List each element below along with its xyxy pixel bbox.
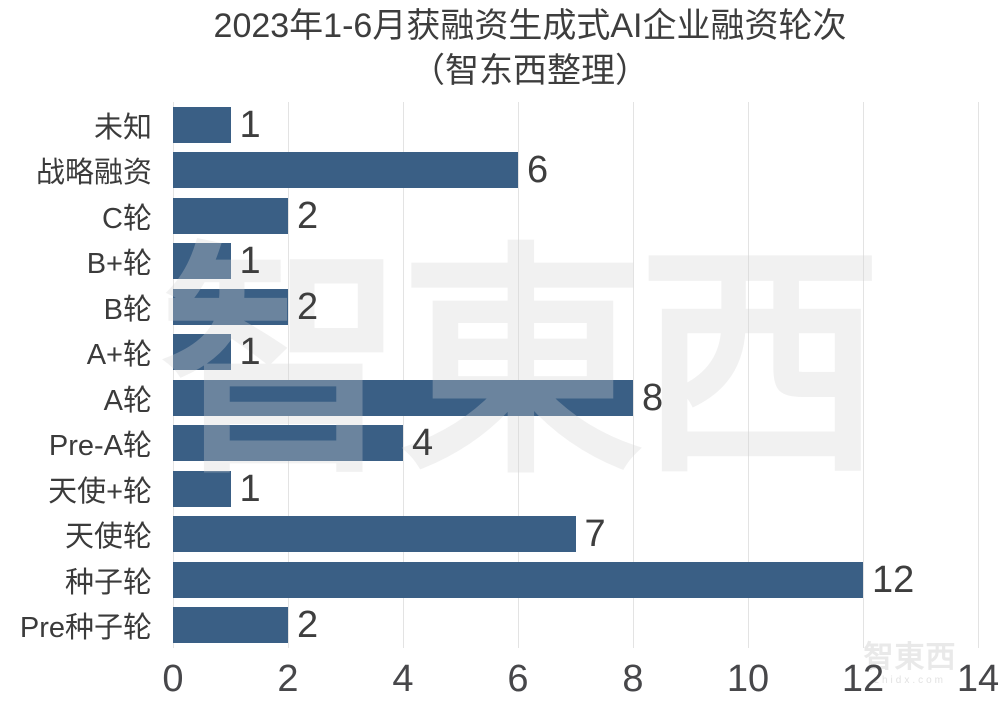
bar xyxy=(173,243,231,280)
bar-row: 1 xyxy=(173,102,978,148)
bar-value-label: 2 xyxy=(297,604,319,647)
bar xyxy=(173,152,518,189)
bar-value-label: 2 xyxy=(297,285,319,328)
category-label: 天使+轮 xyxy=(48,475,152,508)
bar-value-label: 1 xyxy=(239,331,261,374)
bar-row: 7 xyxy=(173,512,978,558)
chart-title: 2023年1-6月获融资生成式AI企业融资轮次 （智东西整理） xyxy=(0,4,1000,94)
bar xyxy=(173,425,403,462)
bar-row: 2 xyxy=(173,284,978,330)
bar xyxy=(173,561,863,598)
bar-value-label: 8 xyxy=(642,376,664,419)
bar xyxy=(173,379,633,416)
gridline xyxy=(978,102,979,648)
bar-row: 4 xyxy=(173,421,978,467)
gridline xyxy=(633,102,634,648)
bar xyxy=(173,470,231,507)
chart-title-line1: 2023年1-6月获融资生成式AI企业融资轮次 xyxy=(213,7,847,45)
bar xyxy=(173,334,231,371)
category-label: C轮 xyxy=(102,202,152,235)
bar xyxy=(173,288,288,325)
bar-row: 1 xyxy=(173,466,978,512)
x-axis-ticks: 0 2 4 6 8 10 12 14 xyxy=(162,658,999,704)
gridline xyxy=(863,102,864,648)
gridline xyxy=(403,102,404,648)
bar-value-label: 1 xyxy=(239,467,261,510)
bar xyxy=(173,197,288,234)
bar-value-label: 12 xyxy=(872,558,915,601)
bar-value-label: 4 xyxy=(412,422,434,465)
bar-row: 2 xyxy=(173,603,978,649)
bar-row: 1 xyxy=(173,239,978,285)
category-label: A+轮 xyxy=(86,339,152,372)
plot-area: 1 6 2 1 2 1 8 4 1 7 12 2 xyxy=(173,102,979,648)
x-tick-label: 12 xyxy=(841,658,885,700)
x-tick-label: 14 xyxy=(956,658,1000,700)
gridline xyxy=(173,102,174,648)
category-label: B+轮 xyxy=(86,248,152,281)
bar-row: 1 xyxy=(173,330,978,376)
x-tick-label: 0 xyxy=(162,658,184,700)
category-label: B轮 xyxy=(103,293,152,326)
x-tick-label: 2 xyxy=(277,658,299,700)
bar-row: 6 xyxy=(173,148,978,194)
gridline xyxy=(748,102,749,648)
x-tick-label: 8 xyxy=(622,658,644,700)
bar-row: 2 xyxy=(173,193,978,239)
chart-title-line2: （智东西整理） xyxy=(411,52,649,90)
bar-value-label: 2 xyxy=(297,194,319,237)
bar xyxy=(173,516,576,553)
category-label: 战略融资 xyxy=(35,157,152,190)
bar xyxy=(173,607,288,644)
bar-rows: 1 6 2 1 2 1 8 4 1 7 12 2 xyxy=(173,102,978,648)
category-label: Pre-A轮 xyxy=(48,430,152,463)
bar xyxy=(173,106,231,143)
bar-value-label: 1 xyxy=(239,103,261,146)
category-label: Pre种子轮 xyxy=(19,612,152,645)
bar-value-label: 7 xyxy=(584,513,606,556)
bar-row: 8 xyxy=(173,375,978,421)
bar-row: 12 xyxy=(173,557,978,603)
x-tick-label: 4 xyxy=(392,658,414,700)
gridline xyxy=(288,102,289,648)
category-label: 未知 xyxy=(93,111,152,144)
bar-value-label: 1 xyxy=(239,240,261,283)
x-tick-label: 6 xyxy=(507,658,529,700)
y-axis-labels: 未知战略融资 C轮 B+轮 B轮 A+轮 A轮 Pre-A轮 天使+轮天使轮种子轮 Pre种子轮 xyxy=(0,102,152,648)
category-label: A轮 xyxy=(103,384,152,417)
gridlines xyxy=(173,102,979,648)
gridline xyxy=(518,102,519,648)
category-label: 种子轮 xyxy=(64,566,152,599)
x-tick-label: 10 xyxy=(726,658,770,700)
bar-value-label: 6 xyxy=(527,149,549,192)
category-label: 天使轮 xyxy=(64,521,152,554)
